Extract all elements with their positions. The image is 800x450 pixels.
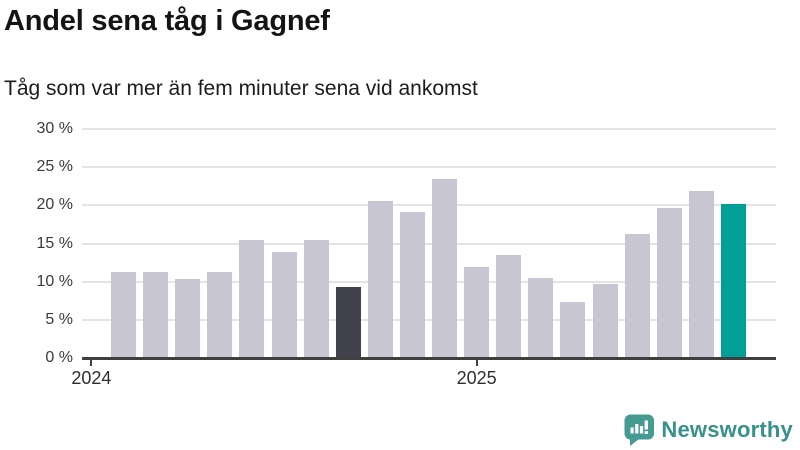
x-axis-line <box>82 357 776 360</box>
y-tick-label-10: 10 % <box>36 272 73 290</box>
y-tick-label-20: 20 % <box>36 196 73 214</box>
x-tick-2024 <box>90 359 93 366</box>
gridline-15 <box>82 242 776 245</box>
bar-2024-08 <box>303 240 329 357</box>
gridline-5 <box>82 318 776 321</box>
bar-2025-07 <box>656 208 682 357</box>
plot-area <box>82 128 776 360</box>
bar-2025-01 <box>464 266 490 357</box>
x-tick-label-2024: 2024 <box>71 368 112 388</box>
y-tick-label-30: 30 % <box>36 120 73 137</box>
y-tick-label-0: 0 % <box>45 349 73 366</box>
y-tick-label-5: 5 % <box>45 310 73 328</box>
bar-2024-06 <box>239 240 265 357</box>
gridline-10 <box>82 280 776 283</box>
bar-2024-09 <box>335 286 361 357</box>
y-tick-label-15: 15 % <box>36 234 73 252</box>
bar-2025-04 <box>560 302 586 357</box>
newsworthy-brand: Newsworthy <box>624 414 793 446</box>
newsworthy-wordmark: Newsworthy <box>661 417 793 442</box>
gridline-30 <box>82 128 776 130</box>
gridline-20 <box>82 204 776 207</box>
bar-2025-02 <box>496 255 522 357</box>
bar-2025-08 <box>688 191 714 357</box>
chart-title: Andel sena tåg i Gagnef <box>4 5 330 37</box>
bar-2024-10 <box>367 201 393 357</box>
newsworthy-logo-icon <box>624 414 655 446</box>
bar-2024-02 <box>111 271 136 357</box>
bar-2024-11 <box>399 211 425 357</box>
x-tick-2025 <box>475 359 478 366</box>
bar-2024-04 <box>175 279 201 357</box>
bar-2025-06 <box>624 234 650 357</box>
bar-2025-09 <box>720 204 746 357</box>
y-tick-label-25: 25 % <box>36 158 73 176</box>
bar-2024-05 <box>207 272 233 357</box>
x-tick-label-2025: 2025 <box>456 368 497 388</box>
bar-2024-12 <box>432 179 457 357</box>
bar-2025-03 <box>528 278 554 357</box>
chart-subtitle: Tåg som var mer än fem minuter sena vid … <box>4 77 478 100</box>
gridline-25 <box>82 166 776 169</box>
bar-2024-03 <box>143 272 169 357</box>
bar-2025-05 <box>592 284 618 357</box>
bar-2024-07 <box>271 252 297 357</box>
